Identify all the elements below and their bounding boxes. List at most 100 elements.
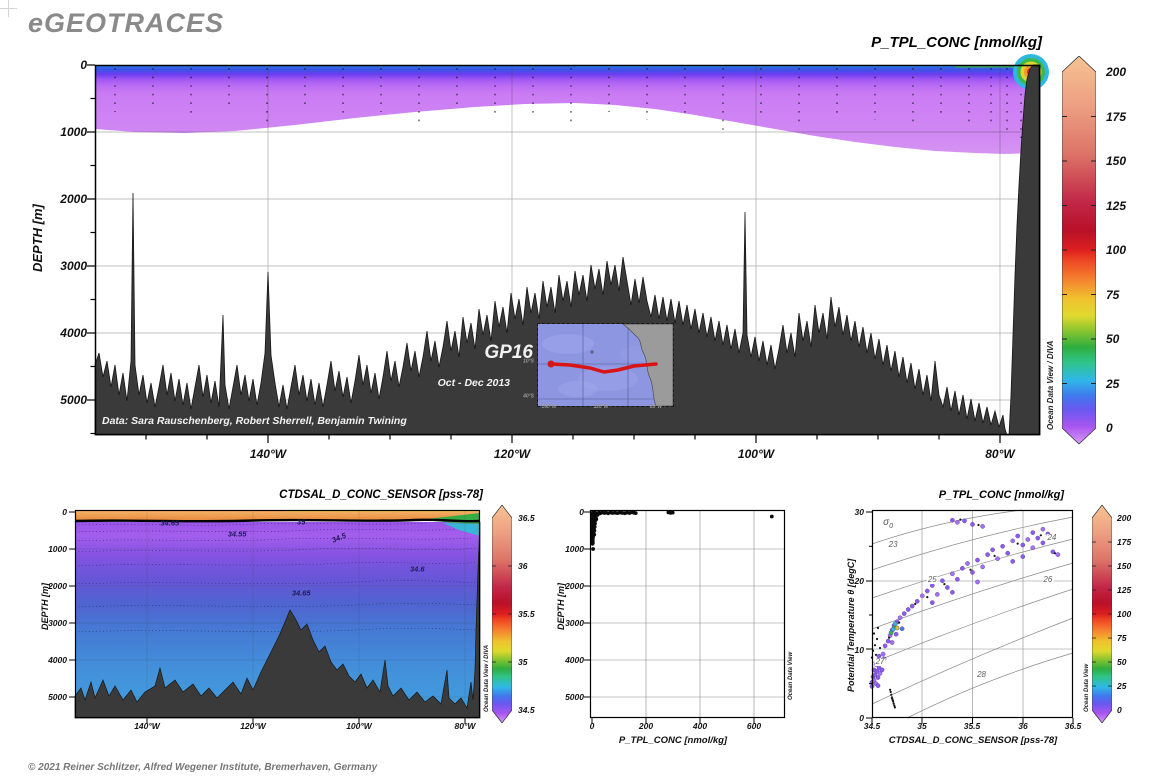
data-credit: Data: Sara Rauschenberg, Robert Sherrell… [102, 415, 407, 427]
profile-x-axis-label: P_TPL_CONC [nmol/kg] [618, 735, 728, 746]
main-axis-ticks [87, 64, 1001, 443]
tick-label: 2000 [48, 580, 67, 591]
salinity-section-plot [69, 509, 481, 724]
copyright-footer: © 2021 Reiner Schlitzer, Alfred Wegener … [28, 762, 378, 773]
tick-label: 35 [518, 656, 528, 667]
tick-label: 0 [859, 712, 864, 723]
galapagos-mark [590, 350, 594, 354]
main-section-title: P_TPL_CONC [nmol/kg] [871, 34, 1042, 51]
tick-label: 50 [1117, 656, 1127, 667]
tick-label: 175 [1106, 109, 1127, 124]
tick-label: 4000 [48, 654, 67, 665]
profile-plot-border [589, 509, 786, 719]
salinity-dotted-contours [74, 522, 480, 633]
tick-label: 100 [1117, 608, 1132, 619]
tick-label: 175 [1117, 536, 1132, 547]
tick-label: 25 [1117, 680, 1127, 691]
ts-x-axis-label: CTDSAL_D_CONC_SENSOR [pss-78] [888, 735, 1058, 746]
main-colorbar [1062, 56, 1096, 445]
tick-label: 25 [1106, 376, 1120, 391]
tick-label: 50 [1106, 332, 1120, 346]
salinity-bathymetry [74, 521, 481, 719]
tick-label: 1000 [48, 543, 67, 554]
profile-data-points [590, 510, 774, 551]
salinity-colorbar-ticks [492, 565, 512, 663]
tick-label: 5000 [565, 691, 584, 702]
brand-title: eGEOTRACES [28, 8, 225, 38]
odv-watermark-main: Ocean Data View / DIVA [1046, 340, 1055, 430]
salinity-y-axis-label: DEPTH [m] [40, 583, 50, 630]
tick-label: 2000 [565, 580, 584, 591]
isohaline-35-contour [74, 518, 481, 523]
profile-axis-ticks [584, 511, 755, 724]
tick-label: 30 [854, 506, 864, 517]
phosphorus-field [95, 65, 1033, 154]
ts-data-points [869, 517, 1061, 709]
surface-green-band [955, 65, 1033, 68]
tick-label: 5000 [60, 393, 87, 407]
tick-label: 3000 [48, 617, 67, 628]
tick-label: 2000 [60, 192, 87, 206]
isopycnal-contours [871, 509, 1074, 719]
tick-label: 0 [80, 58, 87, 72]
profile-y-axis-label: DEPTH [m] [556, 583, 566, 630]
tick-label: 75 [1106, 287, 1120, 302]
tick-label: 1000 [565, 543, 584, 554]
tick-label: 100°W [737, 447, 775, 461]
tick-label: 5000 [48, 691, 67, 702]
tick-label: 200 [1117, 512, 1132, 523]
tick-label: 36 [518, 560, 528, 571]
salinity-plot-border [74, 509, 481, 719]
tick-label: 125 [1106, 198, 1127, 213]
cruise-name: GP16 [484, 342, 533, 363]
tick-label: 0 [1117, 704, 1122, 715]
ts-colorbar [1092, 505, 1112, 723]
main-colorbar-ticks [1062, 116, 1096, 384]
cruise-dates: Oct - Dec 2013 [437, 377, 510, 389]
main-y-axis-label: DEPTH [m] [30, 204, 45, 272]
tick-label: 4000 [565, 654, 584, 665]
profile-gridlines [590, 510, 785, 718]
tick-label: 120°W [493, 447, 531, 461]
tick-label: 4000 [60, 326, 87, 340]
ts-y-axis-label: Potential Temperature θ [degC] [846, 558, 856, 692]
corner-crosshair [8, 0, 9, 17]
cruise-track-line [549, 362, 658, 374]
main-section-plot [87, 54, 1049, 443]
tick-label: 200 [1106, 65, 1127, 79]
bathymetry [94, 64, 1041, 436]
tick-label: 0 [1106, 421, 1113, 435]
tick-label: 35.5 [518, 608, 535, 619]
salinity-colorbar [492, 505, 512, 723]
tick-label: 125 [1117, 584, 1132, 595]
tick-label: 34.5 [518, 704, 535, 715]
ts-scatter-plot [866, 509, 1074, 724]
tick-label: 150 [1117, 560, 1132, 571]
cruise-track-inset-map [537, 323, 674, 407]
salinity-surface-band [75, 510, 480, 521]
tick-label: 80°W [985, 447, 1015, 461]
tick-label: 3000 [565, 617, 584, 628]
tick-label: 75 [1117, 632, 1127, 643]
station-sample-dots [114, 68, 1022, 138]
ts-colorbar-ticks [1092, 541, 1112, 687]
coastal-fresh-cyan-wedge [443, 523, 480, 536]
tick-label: 0 [579, 506, 584, 517]
tick-label: 100 [1106, 243, 1127, 257]
tick-label: 36.5 [518, 512, 535, 523]
odv-watermark-profile: Ocean Data View [788, 651, 794, 700]
ts-title: P_TPL_CONC [nmol/kg] [938, 489, 1064, 501]
tick-label: 0 [62, 506, 67, 517]
inset-map-canvas [538, 323, 674, 407]
main-plot-border [94, 64, 1041, 436]
odv-watermark-salinity: Ocean Data View / DIVA [484, 644, 490, 712]
ts-plot-border [871, 509, 1074, 719]
tick-label: 1000 [60, 125, 87, 139]
ts-axis-ticks [866, 511, 1074, 724]
tick-label: 140°W [249, 447, 287, 461]
salinity-title: CTDSAL_D_CONC_SENSOR [pss-78] [279, 489, 483, 501]
cruise-start-dot [547, 360, 555, 368]
tick-label: 3000 [60, 259, 87, 273]
profile-scatter-plot [584, 509, 786, 724]
